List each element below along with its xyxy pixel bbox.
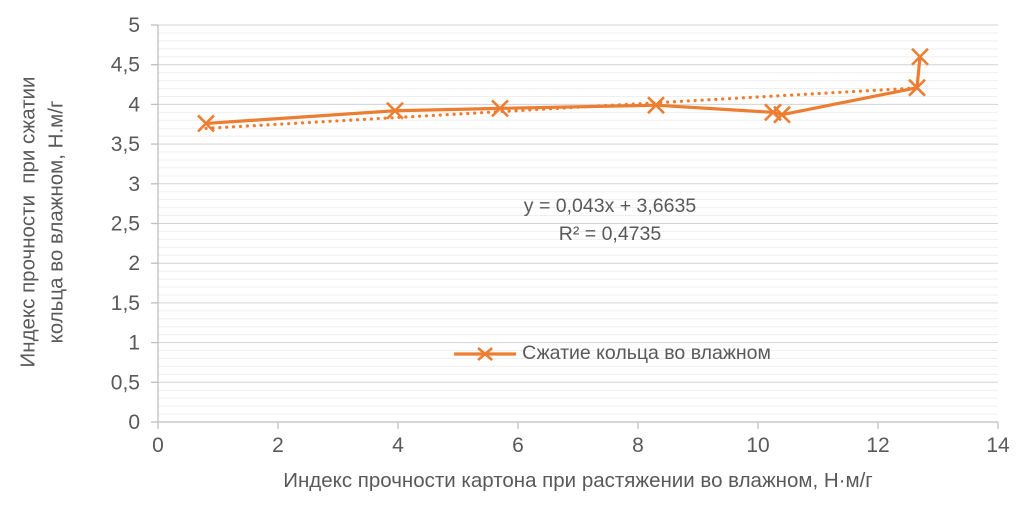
y-tick-label: 2,5 bbox=[111, 213, 140, 236]
y-tick-label: 4 bbox=[128, 93, 140, 116]
trendline-annotation: y = 0,043x + 3,6635 R² = 0,4735 bbox=[524, 193, 696, 248]
y-tick-label: 3 bbox=[128, 173, 140, 196]
x-tick-label: 14 bbox=[986, 434, 1010, 457]
legend: Сжатие кольца во влажном bbox=[453, 342, 771, 365]
y-tick-label: 1,5 bbox=[111, 292, 140, 315]
x-tick-label: 0 bbox=[152, 434, 164, 457]
data-point-x-marker bbox=[773, 105, 791, 124]
y-tick-label: 0,5 bbox=[111, 371, 140, 394]
data-point-x-marker bbox=[908, 78, 926, 97]
data-point-x-marker bbox=[386, 101, 404, 120]
legend-line-marker-icon bbox=[454, 346, 517, 361]
x-tick-label: 6 bbox=[512, 434, 524, 457]
legend-label: Сжатие кольца во влажном bbox=[522, 342, 771, 364]
y-tick-label: 0 bbox=[128, 411, 140, 434]
x-tick-label: 12 bbox=[866, 434, 889, 457]
data-point-x-marker bbox=[911, 47, 929, 66]
data-point-x-marker bbox=[764, 103, 782, 122]
x-axis-title: Индекс прочности картона при растяжении … bbox=[283, 469, 873, 492]
y-tick-label: 1 bbox=[128, 332, 140, 355]
y-tick-label: 5 bbox=[128, 14, 140, 37]
trendline-equation: y = 0,043x + 3,6635 bbox=[523, 195, 697, 217]
x-tick-label: 4 bbox=[392, 434, 404, 457]
x-tick-label: 2 bbox=[272, 434, 284, 457]
x-tick-label: 10 bbox=[746, 434, 769, 457]
y-tick-label: 3,5 bbox=[111, 133, 140, 156]
data-point-x-marker bbox=[197, 114, 215, 133]
y-tick-label: 2 bbox=[128, 252, 140, 275]
data-point-x-marker bbox=[647, 96, 665, 115]
y-tick-label: 4,5 bbox=[111, 54, 140, 77]
series-line bbox=[205, 56, 922, 126]
trendline-r-squared: R² = 0,4735 bbox=[558, 222, 662, 245]
data-point-x-marker bbox=[491, 99, 509, 118]
x-tick-label: 8 bbox=[632, 434, 644, 457]
